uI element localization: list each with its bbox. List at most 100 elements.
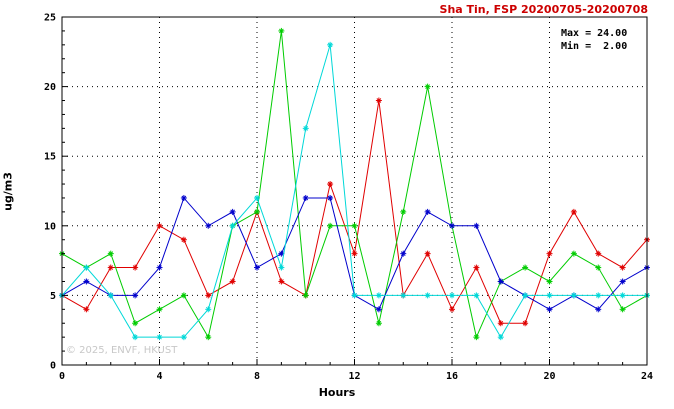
marker-day-1-red [327,181,333,187]
marker-day-2-green [571,251,577,256]
marker-day-3-blue [376,306,382,312]
marker-day-2-green [352,223,357,229]
marker-day-1-red [84,306,89,312]
marker-day-1-red [522,320,528,326]
watermark: © 2025, ENVF, HKUST [66,345,178,356]
x-axis-label: Hours [318,386,356,399]
marker-day-3-blue [254,265,260,270]
marker-day-1-red [498,320,504,326]
marker-day-1-red [205,293,211,298]
marker-day-4-cyan [181,334,187,340]
marker-day-1-red [157,223,162,229]
x-tick-label: 8 [254,371,260,382]
marker-day-2-green [205,334,211,340]
marker-day-1-red [376,98,382,103]
y-tick-label: 25 [44,13,56,24]
marker-day-2-green [279,28,284,34]
marker-day-4-cyan [474,293,479,298]
marker-day-3-blue [279,251,284,256]
x-tick-label: 20 [543,371,555,382]
y-axis-label: ug/m3 [1,172,15,211]
marker-day-4-cyan [157,334,162,340]
marker-day-3-blue [595,306,601,312]
marker-day-2-green [108,251,114,256]
marker-day-2-green [400,209,406,215]
marker-day-3-blue [498,279,504,284]
marker-day-3-blue [400,251,406,256]
marker-day-2-green [303,293,309,298]
marker-day-4-cyan [547,293,552,298]
marker-day-2-green [181,293,187,298]
marker-day-3-blue [449,223,455,229]
marker-day-4-cyan [279,265,284,270]
marker-day-3-blue [425,209,430,215]
legend-min: Min = 2.00 [561,41,628,52]
x-tick-label: 16 [446,371,458,382]
marker-day-4-cyan [254,195,260,201]
marker-day-4-cyan [425,293,430,298]
marker-day-1-red [449,306,455,312]
marker-day-3-blue [474,223,479,229]
marker-day-1-red [571,209,577,215]
y-tick-label: 5 [50,291,56,302]
marker-day-2-green [376,320,382,326]
marker-day-1-red [352,251,357,256]
marker-day-3-blue [303,195,309,201]
marker-day-1-red [230,279,235,284]
marker-day-1-red [181,237,187,243]
marker-day-2-green [254,209,260,215]
marker-day-2-green [132,320,138,326]
marker-day-1-red [620,265,625,270]
marker-day-1-red [425,251,430,256]
marker-day-1-red [108,265,114,270]
marker-day-4-cyan [230,223,235,229]
marker-day-4-cyan [620,293,625,298]
marker-day-4-cyan [84,265,89,270]
marker-day-4-cyan [205,306,211,312]
marker-day-4-cyan [400,293,406,298]
marker-day-2-green [474,334,479,340]
marker-day-2-green [522,265,528,270]
y-tick-label: 10 [44,221,56,232]
marker-day-2-green [327,223,333,229]
x-tick-label: 24 [641,371,653,382]
x-tick-label: 12 [348,371,360,382]
legend-max: Max = 24.00 [561,28,628,39]
y-tick-label: 20 [44,82,56,93]
y-tick-label: 0 [50,361,56,372]
marker-day-4-cyan [595,293,601,298]
marker-day-2-green [620,306,625,312]
marker-day-3-blue [620,279,625,284]
marker-day-4-cyan [327,42,333,48]
marker-day-1-red [547,251,552,256]
series-line-day-1-red [61,100,648,324]
marker-day-3-blue [230,209,235,215]
marker-day-1-red [595,251,601,256]
y-tick-label: 15 [44,152,56,163]
chart-title: Sha Tin, FSP 20200705-20200708 [439,3,648,16]
marker-day-2-green [425,84,430,89]
marker-day-4-cyan [498,334,504,340]
marker-day-3-blue [84,279,89,284]
marker-day-4-cyan [132,334,138,340]
marker-day-1-red [279,279,284,284]
x-tick-label: 0 [59,371,65,382]
marker-day-4-cyan [303,126,309,131]
marker-day-2-green [157,306,162,312]
x-tick-label: 4 [156,371,162,382]
marker-day-4-cyan [352,293,357,298]
marker-day-4-cyan [449,293,455,298]
marker-day-2-green [595,265,601,270]
marker-day-1-red [132,265,138,270]
marker-day-4-cyan [376,293,382,298]
marker-day-3-blue [547,306,552,312]
marker-day-3-blue [205,223,211,229]
marker-day-4-cyan [108,293,114,298]
legend-stats: Max = 24.00 Min = 2.00 [561,27,627,53]
marker-day-3-blue [132,293,138,298]
marker-day-2-green [547,279,552,284]
marker-day-4-cyan [522,293,528,298]
marker-day-1-red [474,265,479,270]
